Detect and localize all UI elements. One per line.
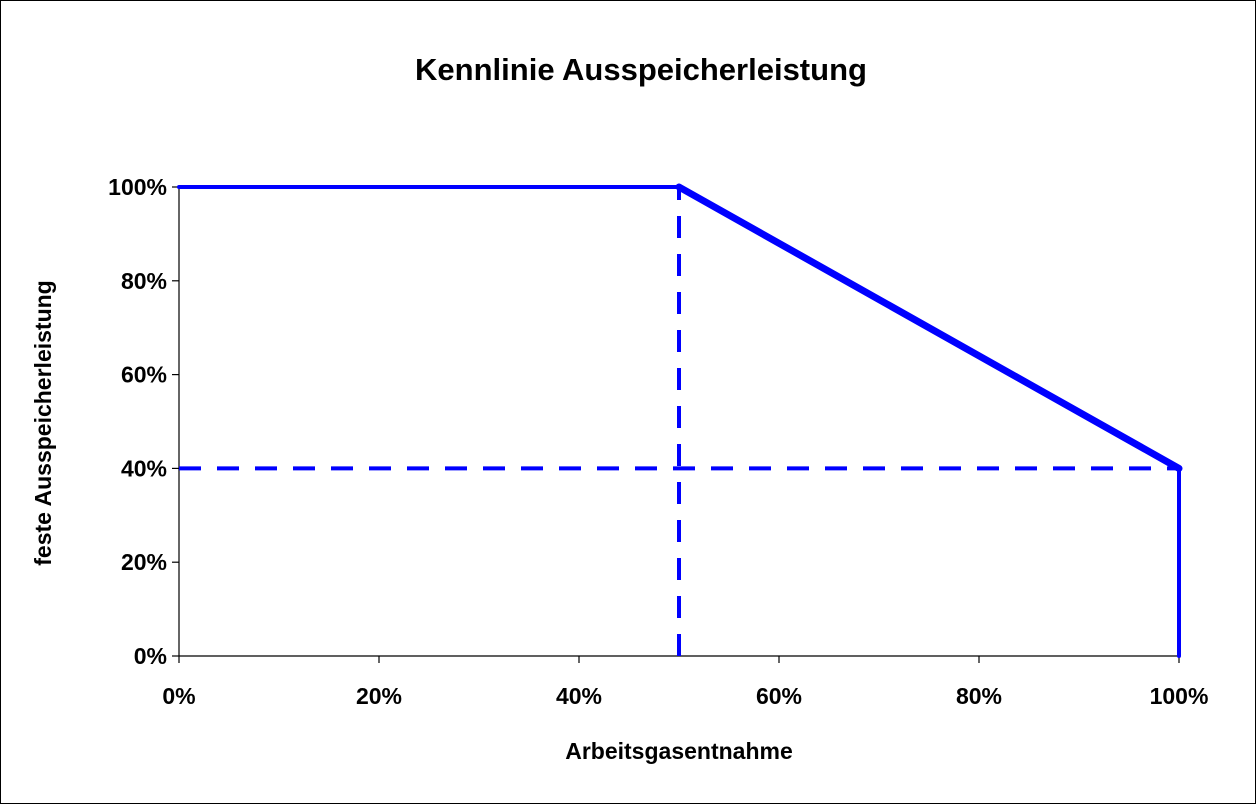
y-tick-label: 20% [121,549,167,575]
y-tick-label: 60% [121,362,167,388]
plot-area: 0% 20% 40% 60% 80% 100% 0% 20% 40% 60% 80% 100% [108,174,1208,709]
y-axis-ticks: 0% 20% 40% 60% 80% 100% [108,174,179,669]
x-tick-label: 40% [556,683,602,709]
y-tick-label: 80% [121,268,167,294]
x-tick-label: 0% [162,683,195,709]
x-tick-label: 60% [756,683,802,709]
reference-lines [179,187,1179,656]
series-line-segment [675,183,1183,472]
y-tick-label: 40% [121,455,167,481]
x-tick-label: 100% [1150,683,1209,709]
y-tick-label: 100% [108,174,167,200]
series-lines [177,183,1183,658]
x-axis-title: Arbeitsgasentnahme [565,738,793,764]
x-tick-label: 80% [956,683,1002,709]
y-axis-title: feste Ausspeicherleistung [30,280,56,565]
x-tick-label: 20% [356,683,402,709]
chart-title: Kennlinie Ausspeicherleistung [415,52,867,87]
y-tick-label: 0% [134,643,167,669]
x-axis-ticks: 0% 20% 40% 60% 80% 100% [162,656,1208,709]
